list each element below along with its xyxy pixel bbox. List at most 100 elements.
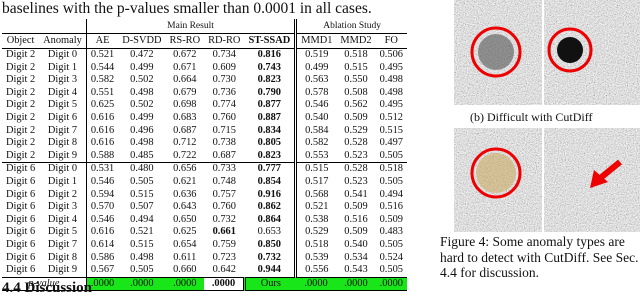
table-cell: Digit 9 bbox=[47, 264, 78, 276]
table-cell: ST-SSAD bbox=[244, 33, 296, 49]
figure-caption: Figure 4: Some anomaly types are hard to… bbox=[440, 234, 639, 280]
table-cell: 0.498 bbox=[130, 251, 154, 263]
table-cell: Digit 5 bbox=[47, 99, 78, 111]
table-cell: 0.625 bbox=[173, 226, 197, 238]
table-cell: 0.494 bbox=[379, 188, 403, 200]
table-cell: 0.616 bbox=[85, 137, 119, 150]
table-cell: 0.517 bbox=[294, 175, 337, 189]
table-cell: 0.723 bbox=[212, 251, 236, 263]
table-cell: Anomaly bbox=[39, 33, 87, 49]
table-cell: 0.760 bbox=[212, 111, 236, 123]
table-cell: 0.734 bbox=[212, 49, 236, 60]
highlight-circle bbox=[470, 147, 522, 199]
table-cell: 0.660 bbox=[173, 264, 197, 276]
table-cell: 0.611 bbox=[173, 251, 197, 263]
table-cell: 0.698 bbox=[173, 99, 197, 111]
table-cell: 0.515 bbox=[130, 238, 154, 250]
table-cell: 0.495 bbox=[379, 99, 403, 111]
table-cell: 0.834 bbox=[257, 124, 282, 136]
table-cell: 0.568 bbox=[294, 188, 337, 202]
table-cell: 0.654 bbox=[173, 238, 197, 250]
table-cell: Digit 2 bbox=[6, 111, 36, 123]
table-row: Digit 2 Digit 3 0.582 0.502 0.664 0.730 0.823 0… bbox=[2, 74, 407, 87]
table-cell: Digit 9 bbox=[47, 149, 78, 161]
table-cell: 0.722 bbox=[173, 149, 197, 161]
table-cell: 0.736 bbox=[212, 86, 236, 98]
table-cell: 0.509 bbox=[379, 213, 403, 225]
table-cell: Digit 2 bbox=[47, 188, 78, 200]
table-cell: Ablation Study bbox=[294, 19, 407, 34]
results-table: Main Result Ablation Study Object Anomaly AE… bbox=[2, 19, 407, 292]
table-cell: 0.642 bbox=[212, 264, 236, 276]
table-cell: 0.664 bbox=[173, 74, 197, 86]
table-row: Digit 6 Digit 4 0.546 0.494 0.650 0.732 0.864 0… bbox=[2, 213, 407, 227]
table-cell: 0.499 bbox=[130, 111, 154, 123]
table-row: Digit 6 Digit 1 0.546 0.505 0.621 0.748 0.854 0… bbox=[2, 175, 407, 189]
table-cell: Digit 2 bbox=[6, 74, 36, 86]
table-cell: 0.550 bbox=[344, 74, 368, 86]
table-cell: 0.656 bbox=[165, 162, 205, 176]
figure-images bbox=[454, 0, 640, 232]
table-cell: 0.509 bbox=[344, 226, 368, 238]
table-row: Digit 2 Digit 1 0.544 0.499 0.671 0.609 0.743 0… bbox=[2, 61, 407, 75]
table-row: Digit 2 Digit 4 0.551 0.498 0.679 0.736 0.790 0… bbox=[2, 86, 407, 100]
table-cell: 0.757 bbox=[212, 188, 236, 200]
table-cell: 0.524 bbox=[379, 251, 403, 263]
table-cell: 0.518 bbox=[294, 238, 337, 252]
table-cell: FO bbox=[375, 33, 407, 49]
table-cell: 0.748 bbox=[212, 175, 236, 187]
table-cell: Digit 6 bbox=[6, 264, 36, 276]
table-cell: 0.653 bbox=[257, 226, 282, 238]
table-cell: 0.519 bbox=[294, 48, 337, 62]
section-heading: 4.4 Discussion bbox=[2, 280, 93, 296]
table-cell: MMD2 bbox=[336, 33, 376, 49]
table-cell: 0.505 bbox=[379, 175, 403, 187]
table-cell: 0.823 bbox=[257, 149, 282, 161]
table-cell: 0.671 bbox=[173, 61, 197, 73]
table-cell: 0.528 bbox=[344, 137, 368, 149]
table-row: Main Result Ablation Study bbox=[2, 19, 407, 34]
table-cell: p-value bbox=[2, 276, 87, 292]
table-cell: .0000 bbox=[165, 276, 205, 292]
table-cell: 0.528 bbox=[336, 162, 376, 176]
table-cell: 0.543 bbox=[344, 264, 368, 276]
table-cell: 0.494 bbox=[130, 213, 154, 225]
table-cell: Digit 1 bbox=[47, 175, 78, 187]
table-cell: 0.556 bbox=[294, 264, 337, 278]
table-row: Digit 6 Digit 2 0.594 0.515 0.636 0.757 0.916 0… bbox=[2, 188, 407, 202]
table-cell: 0.546 bbox=[85, 175, 119, 189]
table-row: Object Anomaly AE D-SVDD RS-RO RD-RO ST-SSAD MM… bbox=[2, 33, 407, 49]
table-cell: 0.523 bbox=[344, 175, 368, 187]
table-cell: 0.616 bbox=[85, 111, 119, 125]
table-cell: 0.570 bbox=[85, 201, 119, 214]
highlight-circle bbox=[470, 26, 522, 78]
table-row: Digit 6 Digit 9 0.567 0.505 0.660 0.642 0.944 0… bbox=[2, 264, 407, 278]
table-row: Digit 6 Digit 8 0.586 0.498 0.611 0.723 0.732 0… bbox=[2, 251, 407, 265]
table-cell: D-SVDD bbox=[118, 33, 166, 49]
table-cell: 0.850 bbox=[257, 238, 282, 250]
table-cell: 0.774 bbox=[212, 99, 236, 111]
table-cell: 0.531 bbox=[85, 162, 119, 176]
table-cell: Main Result bbox=[85, 19, 296, 34]
table-cell: 0.661 bbox=[212, 226, 236, 238]
table-cell: 0.485 bbox=[130, 149, 154, 161]
table-cell: 0.498 bbox=[130, 137, 154, 149]
table-cell: 0.944 bbox=[257, 264, 282, 276]
table-row: Digit 2 Digit 7 0.616 0.496 0.687 0.715 0.834 0… bbox=[2, 124, 407, 138]
table-cell: Digit 2 bbox=[6, 86, 36, 98]
table-row: Digit 2 Digit 0 0.521 0.472 0.672 0.734 0.816 0… bbox=[2, 48, 407, 62]
table-cell bbox=[2, 19, 86, 34]
table-cell: 0.687 bbox=[173, 124, 197, 136]
table-cell: 0.502 bbox=[130, 74, 154, 86]
table-cell: Digit 4 bbox=[47, 86, 78, 98]
table-cell: 0.715 bbox=[212, 124, 236, 136]
table-cell: 0.529 bbox=[294, 226, 337, 239]
table-cell: 0.518 bbox=[344, 49, 368, 60]
table-cell: 0.588 bbox=[85, 149, 119, 163]
table-cell: 0.854 bbox=[257, 175, 282, 187]
intro-text: baselines with the p-values smaller than… bbox=[2, 0, 372, 17]
table-cell: RS-RO bbox=[165, 33, 205, 49]
table-cell: 0.609 bbox=[212, 61, 236, 73]
table-cell: 0.586 bbox=[85, 251, 119, 265]
